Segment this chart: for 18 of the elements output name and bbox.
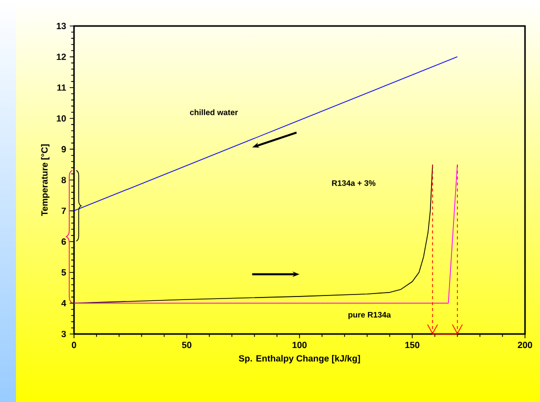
y-tick-label: 13 [56,22,66,30]
y-tick-label: 4 [61,300,66,306]
x-tick-label: 200 [518,342,532,348]
y-tick-label: 3 [61,330,66,338]
x-tick-label: 150 [405,342,420,348]
y-tick-label: 6 [62,238,66,245]
y-tick-label: 11 [57,84,66,91]
x-axis-title: Sp. Enthalpy Change [kJ/kg] [238,354,360,364]
x-tick-label: 0 [72,342,76,348]
y-tick-label: 8 [62,176,66,184]
y-axis-title: Temperature [°C] [41,144,50,216]
y-tick-label: 7 [62,208,66,214]
y-tick-label: 9 [62,146,66,152]
x-tick-label: 100 [292,342,307,348]
x-tick-label: 50 [182,342,192,348]
y-tick-label: 10 [56,115,66,122]
y-tick-label: 5 [62,269,66,276]
y-tick-label: 12 [56,54,66,60]
